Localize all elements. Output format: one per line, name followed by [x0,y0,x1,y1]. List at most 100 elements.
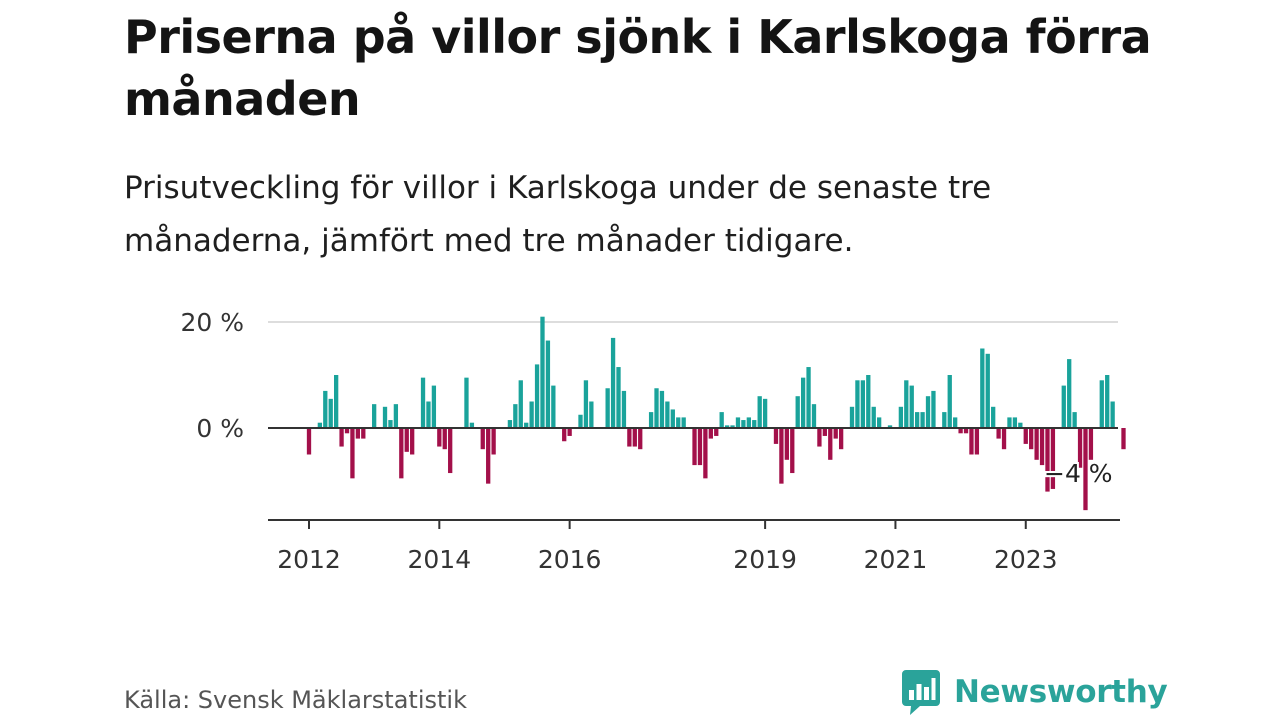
bar [681,417,686,428]
bar [1045,428,1050,492]
bar [382,406,388,428]
bar [399,428,404,479]
bar [1110,401,1115,428]
bar [491,428,496,455]
bar [1012,417,1018,428]
bar [388,420,393,428]
bar [974,428,980,455]
bar [1023,428,1028,444]
y-tick-label: 0 % [196,414,244,443]
bar [898,406,904,428]
bar [621,390,627,428]
bar [654,388,659,428]
bar [730,425,735,428]
bar [969,428,974,455]
bar [980,348,985,428]
bar [540,316,545,428]
bar [1018,422,1023,428]
bar [507,420,513,428]
bar [616,367,621,428]
bar [676,417,681,428]
x-tick-label: 2016 [538,545,602,574]
bar [610,337,616,428]
bar [437,428,442,447]
bar [529,401,534,428]
bar [350,428,355,479]
bar [1067,359,1072,428]
bar [1039,428,1045,466]
bar [1077,428,1083,468]
bar [746,417,751,428]
x-tick-label: 2023 [994,545,1058,574]
last-value-annotation: −4 % [1044,459,1113,488]
bar [513,404,518,428]
y-tick-label: 20 % [180,308,244,337]
bar [735,417,741,428]
bar [795,396,800,428]
bar [811,404,817,428]
bar [589,401,594,428]
bar [784,428,789,460]
bar [518,380,523,428]
bar [741,420,746,428]
bar [762,398,768,428]
bar [534,364,540,428]
bar [632,428,637,447]
bar [953,417,958,428]
bar [393,404,399,428]
bar [773,428,779,444]
bar [915,412,920,428]
bar [355,428,361,439]
bar [871,406,876,428]
bar [1083,428,1088,511]
bar [947,375,952,428]
bar [800,377,806,428]
bar [904,380,909,428]
bar [1001,428,1007,450]
bar [931,390,936,428]
source-label: Källa: Svensk Mäklarstatistik [124,686,467,714]
bar [442,428,447,450]
bar [1105,375,1110,428]
bar [833,428,838,439]
bar [719,412,724,428]
bar [448,428,453,474]
bar [665,401,670,428]
bar [567,428,572,436]
bar [1034,428,1039,460]
bar [670,409,675,428]
bar [991,406,996,428]
bar [328,398,333,428]
bar [942,412,947,428]
bar [692,428,697,466]
bar [344,428,350,434]
bar [659,390,665,428]
bar [714,428,719,436]
bar [806,367,811,428]
bar [323,390,328,428]
bar [887,425,893,428]
bar [920,412,925,428]
bar [578,414,583,428]
chart-subtitle: Prisutveckling för villor i Karlskoga un… [124,170,992,259]
bar [583,380,589,428]
bar [757,396,762,428]
newsworthy-logo-icon [902,670,940,715]
bar [849,406,855,428]
bar [708,428,713,439]
bar [648,412,654,428]
bar [1121,428,1126,450]
bar [985,353,990,428]
x-tick-label: 2019 [733,545,797,574]
x-tick-label: 2021 [864,545,928,574]
bar [480,428,485,450]
bar [317,422,323,428]
bar [410,428,415,455]
bar [1061,385,1066,428]
bar [1007,417,1012,428]
bar [697,428,703,466]
bar [958,428,963,434]
bar [724,425,730,428]
bar [838,428,844,450]
